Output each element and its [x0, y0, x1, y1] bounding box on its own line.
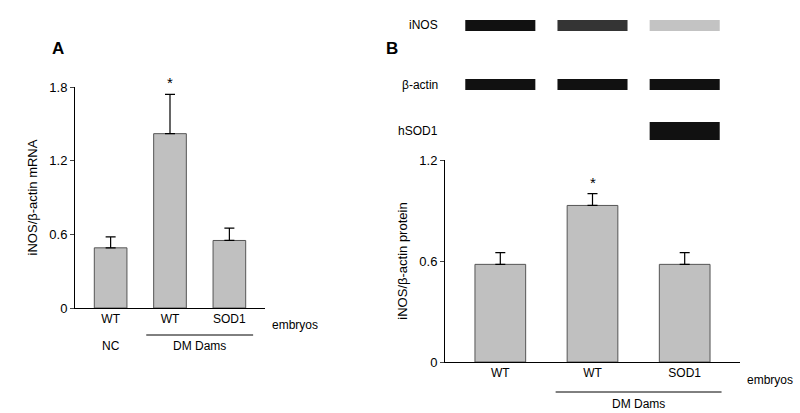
- svg-text:0.6: 0.6: [419, 254, 437, 269]
- svg-text:WT: WT: [161, 312, 180, 326]
- svg-text:iNOS: iNOS: [409, 18, 438, 32]
- svg-text:DM Dams: DM Dams: [612, 397, 665, 411]
- svg-text:hSOD1: hSOD1: [398, 124, 438, 138]
- svg-text:1.2: 1.2: [419, 153, 437, 168]
- svg-text:SOD1: SOD1: [213, 312, 246, 326]
- svg-text:0.6: 0.6: [49, 227, 67, 242]
- svg-text:0: 0: [430, 355, 437, 370]
- svg-text:DM Dams: DM Dams: [173, 339, 226, 353]
- svg-text:0: 0: [60, 301, 67, 316]
- svg-text:1.2: 1.2: [49, 153, 67, 168]
- svg-text:iNOS/β-actin protein: iNOS/β-actin protein: [395, 202, 410, 319]
- svg-text:WT: WT: [101, 312, 120, 326]
- svg-text:β-actin: β-actin: [402, 78, 438, 92]
- svg-text:embryos: embryos: [747, 373, 793, 387]
- svg-text:1.8: 1.8: [49, 80, 67, 95]
- svg-text:WT: WT: [491, 366, 510, 380]
- svg-text:WT: WT: [583, 366, 602, 380]
- svg-text:iNOS/β-actin mRNA: iNOS/β-actin mRNA: [25, 139, 40, 255]
- svg-text:A: A: [52, 39, 64, 58]
- svg-text:SOD1: SOD1: [668, 366, 701, 380]
- svg-text:*: *: [167, 74, 173, 91]
- svg-text:embryos: embryos: [272, 318, 318, 332]
- svg-text:*: *: [590, 174, 596, 191]
- svg-text:B: B: [386, 39, 398, 58]
- svg-text:NC: NC: [102, 339, 120, 353]
